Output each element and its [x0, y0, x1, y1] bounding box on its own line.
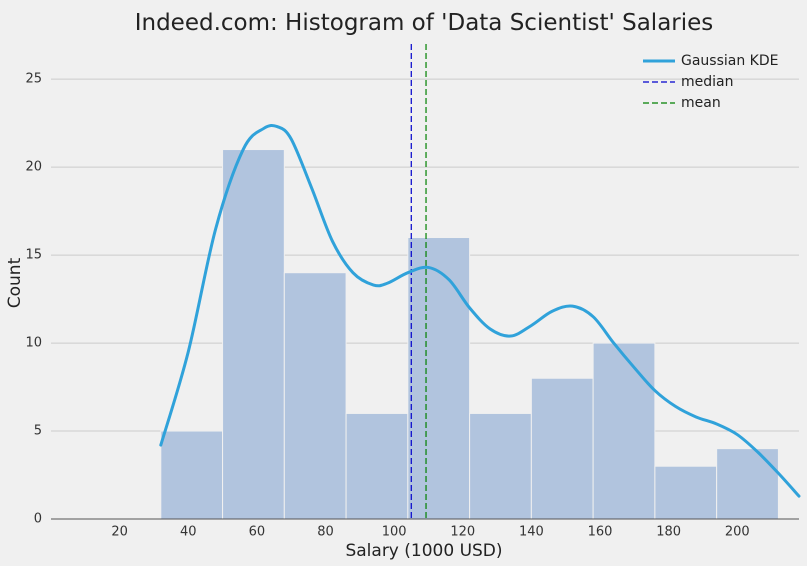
y-tick-label: 15: [25, 248, 42, 263]
y-tick-label: 10: [25, 336, 42, 351]
x-tick-label: 200: [725, 525, 750, 540]
x-tick-label: 80: [317, 525, 334, 540]
histogram-bars: [160, 149, 779, 520]
histogram-bar: [654, 465, 718, 520]
y-axis-label: Count: [5, 257, 25, 308]
histogram-bar: [716, 448, 779, 520]
x-tick-label: 120: [450, 525, 475, 540]
x-tick-label: 100: [382, 525, 407, 540]
histogram-bar: [345, 412, 409, 520]
axes: 0 5 10 15 20 25 20 40 60 80 100 120 140 160 180 200: [25, 72, 799, 540]
x-axis-label: Salary (1000 USD): [345, 541, 502, 561]
y-tick-label: 0: [34, 512, 42, 527]
x-tick-label: 40: [180, 525, 197, 540]
x-tick-label: 20: [111, 525, 128, 540]
histogram-bar: [407, 237, 471, 520]
chart-title: Indeed.com: Histogram of 'Data Scientist…: [135, 10, 714, 36]
histogram-bar: [283, 272, 347, 520]
x-tick-label: 60: [249, 525, 266, 540]
legend: Gaussian KDE median mean: [643, 53, 779, 111]
histogram-bar: [592, 342, 656, 520]
histogram-bar: [160, 430, 224, 520]
histogram-bar: [222, 149, 285, 520]
legend-item-median-label: median: [681, 74, 733, 90]
reference-lines: [410, 44, 427, 519]
y-tick-label: 5: [34, 424, 42, 439]
legend-item-kde-label: Gaussian KDE: [681, 53, 779, 69]
histogram-bar: [469, 412, 532, 520]
legend-item-mean-label: mean: [681, 95, 721, 111]
x-tick-label: 140: [519, 525, 544, 540]
histogram-bar: [530, 377, 594, 520]
y-tick-label: 25: [25, 72, 42, 87]
kde-curve: [159, 123, 801, 498]
x-tick-label: 160: [588, 525, 613, 540]
y-tick-label: 20: [25, 160, 42, 175]
x-tick-label: 180: [656, 525, 681, 540]
kde-line: [159, 123, 801, 498]
